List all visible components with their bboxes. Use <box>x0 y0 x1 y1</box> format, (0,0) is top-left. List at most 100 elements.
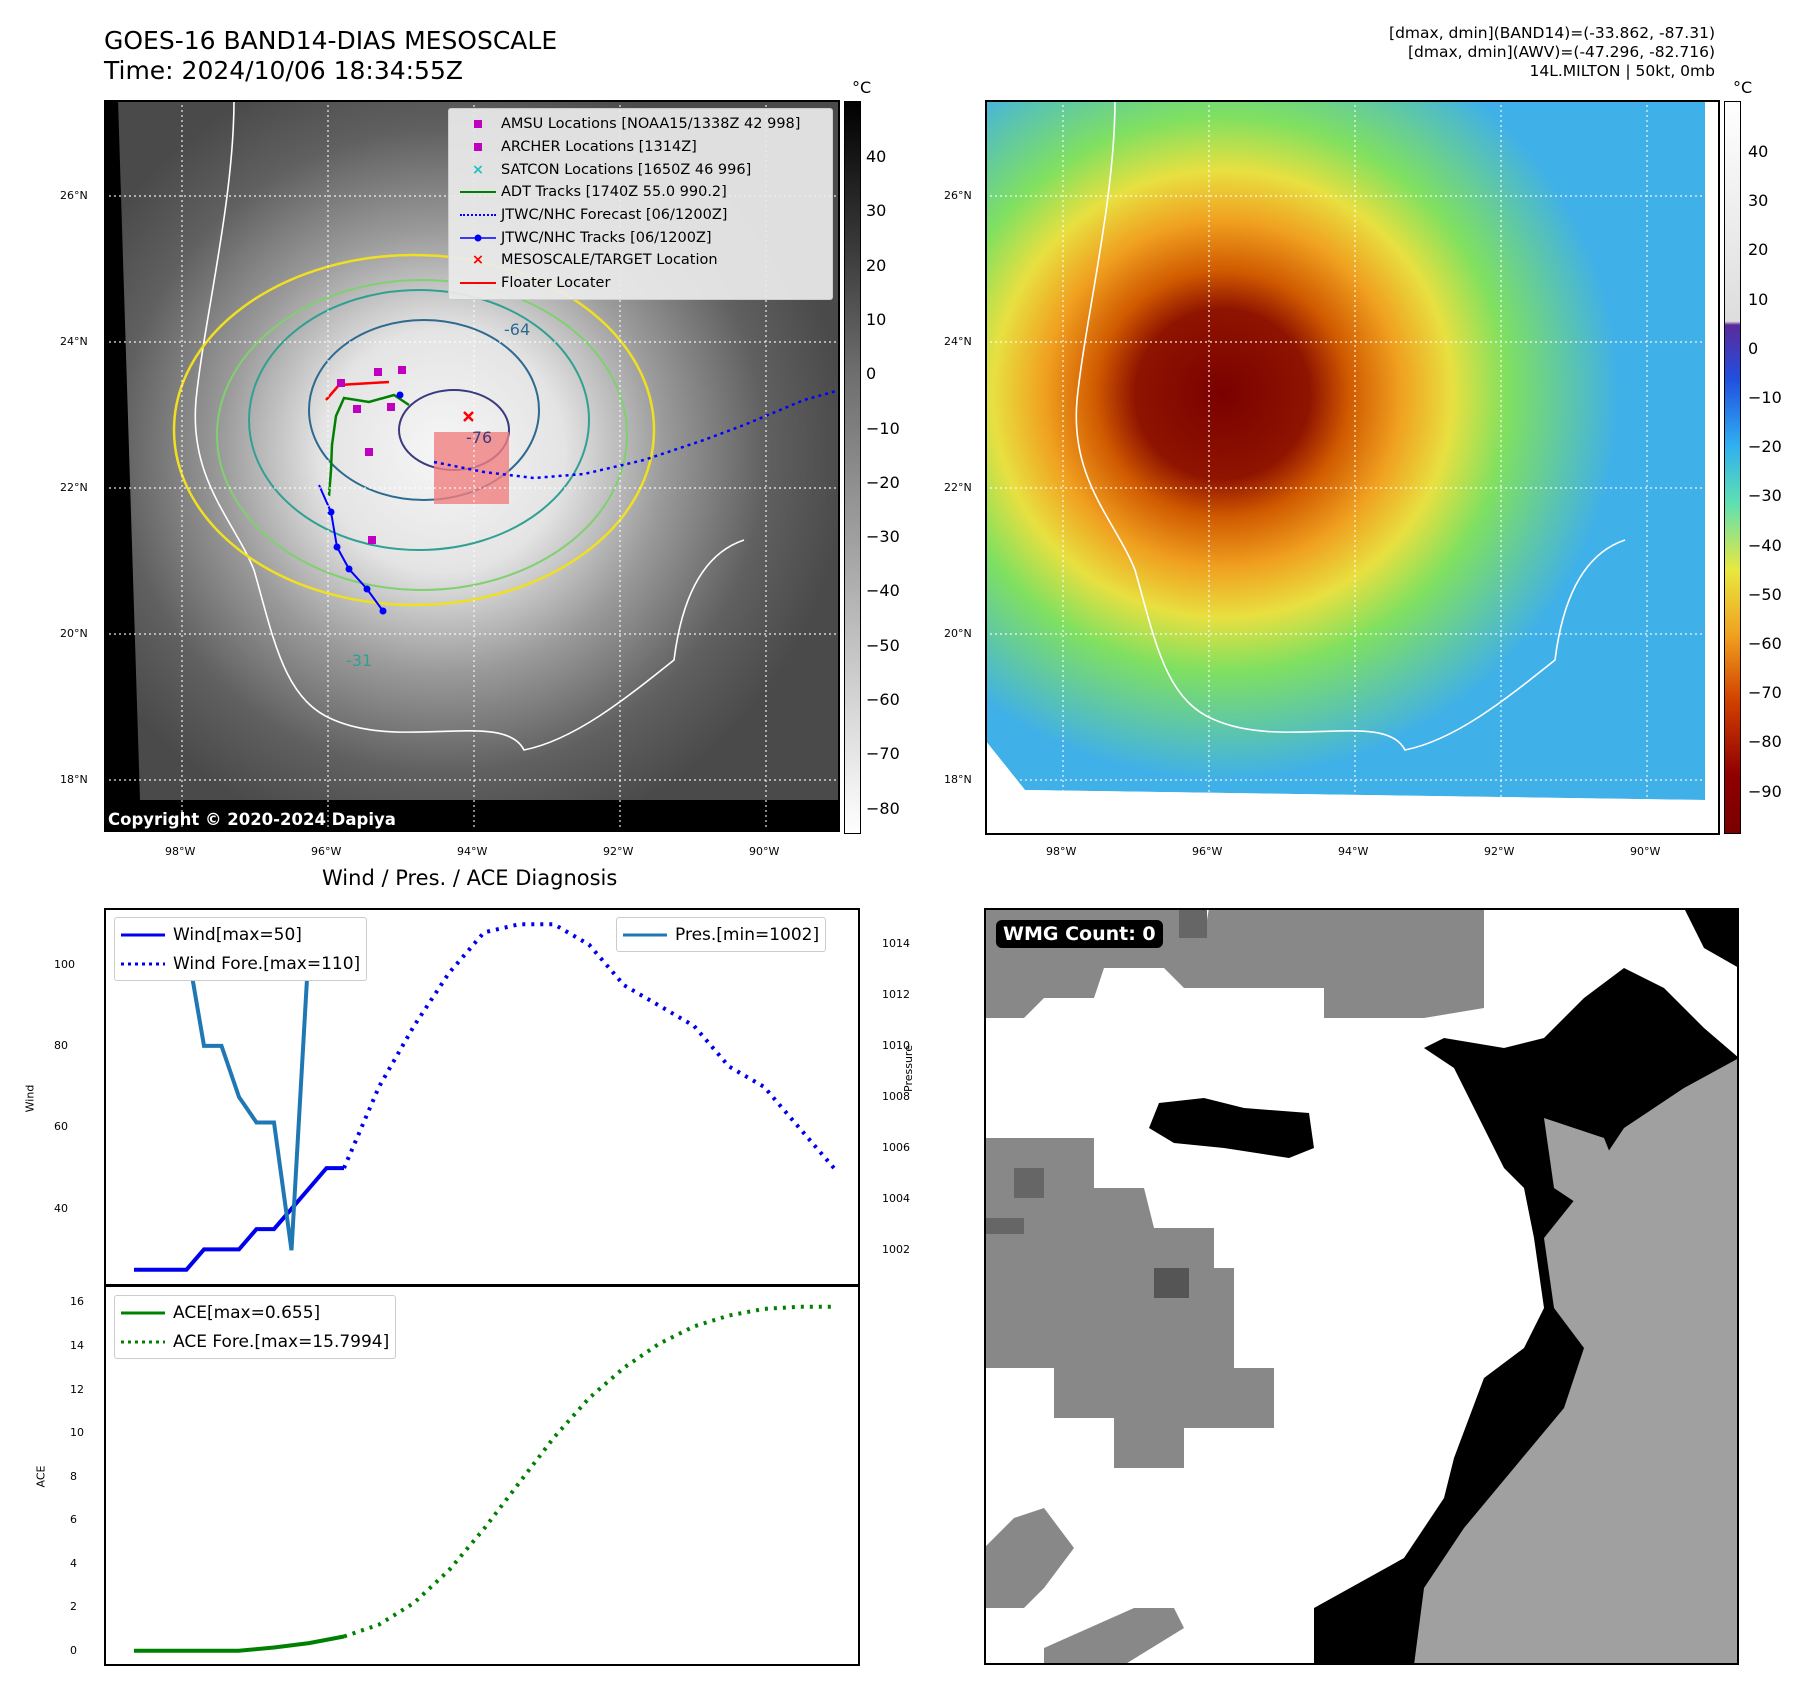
ace-tick: 8 <box>70 1469 77 1483</box>
info-line-3: 14L.MILTON | 50kt, 0mb <box>1529 62 1715 80</box>
ace-tick: 16 <box>70 1295 84 1309</box>
ir-colorbar <box>844 101 861 834</box>
square-marker-icon <box>474 143 482 152</box>
colorbar-left-tick: 30 <box>866 201 887 221</box>
awv-map-panel <box>985 99 1720 835</box>
colorbar-left-tick: −50 <box>866 635 900 655</box>
ace-tick: 12 <box>70 1382 84 1396</box>
lon-tick: 96°W <box>1192 845 1223 858</box>
ir-map-frame <box>104 100 840 832</box>
pressure-tick: 1008 <box>882 1090 910 1103</box>
lon-tick: 92°W <box>1484 845 1515 858</box>
ace-axis-label: ACE <box>34 1465 48 1488</box>
legend-item-pressure: Pres.[min=1002] <box>623 920 819 949</box>
colorbar-unit: °C <box>852 78 872 97</box>
colorbar-left-tick: 0 <box>866 364 877 384</box>
colorbar-right-tick: −70 <box>1748 683 1782 703</box>
wind-tick: 80 <box>54 1039 68 1053</box>
legend-item-tracks: JTWC/NHC Tracks [06/1200Z] <box>455 226 826 249</box>
lon-tick: 90°W <box>749 845 780 858</box>
solid-line-icon <box>121 933 165 936</box>
colorbar-right-tick: −20 <box>1748 437 1782 457</box>
colorbar-left-tick: 10 <box>866 309 887 329</box>
legend-item-amsu: AMSU Locations [NOAA15/1338Z 42 998] <box>455 113 826 136</box>
legend-item-mesoscale: × MESOSCALE/TARGET Location <box>455 249 826 272</box>
figure-title: GOES-16 BAND14-DIAS MESOSCALE Time: 2024… <box>104 26 557 86</box>
colorbar-left-tick: −40 <box>866 581 900 601</box>
lat-tick: 22°N <box>944 481 972 494</box>
colorbar-right-tick: −40 <box>1748 535 1782 555</box>
lon-tick: 94°W <box>1338 845 1369 858</box>
legend-item-satcon: × SATCON Locations [1650Z 46 996] <box>455 158 826 181</box>
contour-label-1: -64 <box>504 320 530 339</box>
legend-item-wind-forecast: Wind Fore.[max=110] <box>121 949 360 978</box>
lat-tick: 26°N <box>944 189 972 202</box>
diagnosis-title: Wind / Pres. / ACE Diagnosis <box>322 866 618 890</box>
colorbar-right-tick: −80 <box>1748 732 1782 752</box>
title-line-2: Time: 2024/10/06 18:34:55Z <box>104 56 463 85</box>
pressure-tick: 1004 <box>882 1192 910 1206</box>
wmg-frame <box>984 908 1739 1665</box>
legend-item-adt: ADT Tracks [1740Z 55.0 990.2] <box>455 181 826 204</box>
wind-series-line <box>134 1166 344 1272</box>
lat-tick: 22°N <box>60 481 88 494</box>
contour-label-2: -76 <box>466 428 492 447</box>
ace-tick: 0 <box>70 1643 77 1657</box>
square-marker-icon <box>474 120 482 129</box>
lat-tick: 24°N <box>60 335 88 348</box>
info-line-1: [dmax, dmin](BAND14)=(-33.862, -87.31) <box>1389 24 1715 42</box>
ace-legend: ACE[max=0.655] ACE Fore.[max=15.7994] <box>114 1295 397 1359</box>
legend-item-floater: Floater Locater <box>455 272 826 295</box>
legend-item-forecast: JTWC/NHC Forecast [06/1200Z] <box>455 204 826 227</box>
colorbar-right-tick: −60 <box>1748 634 1782 653</box>
pressure-tick: 1006 <box>882 1141 910 1155</box>
colorbar-right-tick: 0 <box>1748 338 1759 358</box>
lat-tick: 20°N <box>60 627 88 640</box>
colorbar-left-tick: −30 <box>866 527 900 547</box>
colorbar-right-tick: −50 <box>1748 584 1782 604</box>
pressure-tick: 1010 <box>882 1038 910 1052</box>
lon-tick: 98°W <box>165 845 196 858</box>
ace-tick: 2 <box>70 1600 77 1614</box>
wind-forecast-series-line <box>342 922 836 1170</box>
line-icon <box>460 191 496 194</box>
wmg-panel <box>984 908 1739 1665</box>
colorbar-right-tick: 20 <box>1748 240 1769 260</box>
wmg-count-badge: WMG Count: 0 <box>996 920 1163 948</box>
line-dot-icon <box>460 234 496 242</box>
x-marker-icon: × <box>471 161 485 178</box>
pressure-legend: Pres.[min=1002] <box>616 917 827 952</box>
pressure-axis-label: Pressure <box>902 1045 915 1092</box>
title-line-1: GOES-16 BAND14-DIAS MESOSCALE <box>104 26 558 55</box>
pressure-tick: 1002 <box>882 1243 910 1257</box>
lon-tick: 92°W <box>603 845 634 858</box>
legend-item-ace: ACE[max=0.655] <box>121 1298 389 1327</box>
line-icon <box>460 282 496 285</box>
colorbar-left-tick: 40 <box>866 147 887 166</box>
awv-colorbar <box>1724 101 1741 834</box>
wind-axis-label: Wind <box>23 1084 37 1113</box>
legend-item-wind: Wind[max=50] <box>121 920 360 949</box>
info-line-2: [dmax, dmin](AWV)=(-47.296, -82.716) <box>1408 43 1715 61</box>
wmg-image <box>984 908 1739 1665</box>
wind-tick: 40 <box>54 1201 68 1215</box>
colorbar-right-tick: 10 <box>1748 289 1769 309</box>
colorbar-left-tick: −10 <box>866 418 900 438</box>
solid-line-icon <box>623 933 667 936</box>
lat-tick: 18°N <box>60 773 88 786</box>
colorbar-left-tick: −20 <box>866 472 900 492</box>
awv-map-frame <box>985 100 1720 835</box>
legend-item-ace-forecast: ACE Fore.[max=15.7994] <box>121 1327 389 1356</box>
colorbar-right-tick: −10 <box>1748 388 1782 407</box>
wind-tick: 60 <box>54 1120 68 1134</box>
colorbar-unit: °C <box>1733 78 1753 97</box>
copyright-text: Copyright © 2020-2024 Dapiya <box>108 810 396 829</box>
lat-tick: 26°N <box>60 189 88 202</box>
colorbar-right-tick: −30 <box>1748 486 1782 506</box>
map-legend: AMSU Locations [NOAA15/1338Z 42 998] ARC… <box>448 108 833 300</box>
colorbar-left-tick: −80 <box>866 798 900 818</box>
figure-info: [dmax, dmin](BAND14)=(-33.862, -87.31) [… <box>1389 24 1715 81</box>
colorbar-right-tick: 40 <box>1748 142 1769 161</box>
solid-line-icon <box>121 1311 165 1314</box>
ace-tick: 4 <box>70 1556 77 1570</box>
